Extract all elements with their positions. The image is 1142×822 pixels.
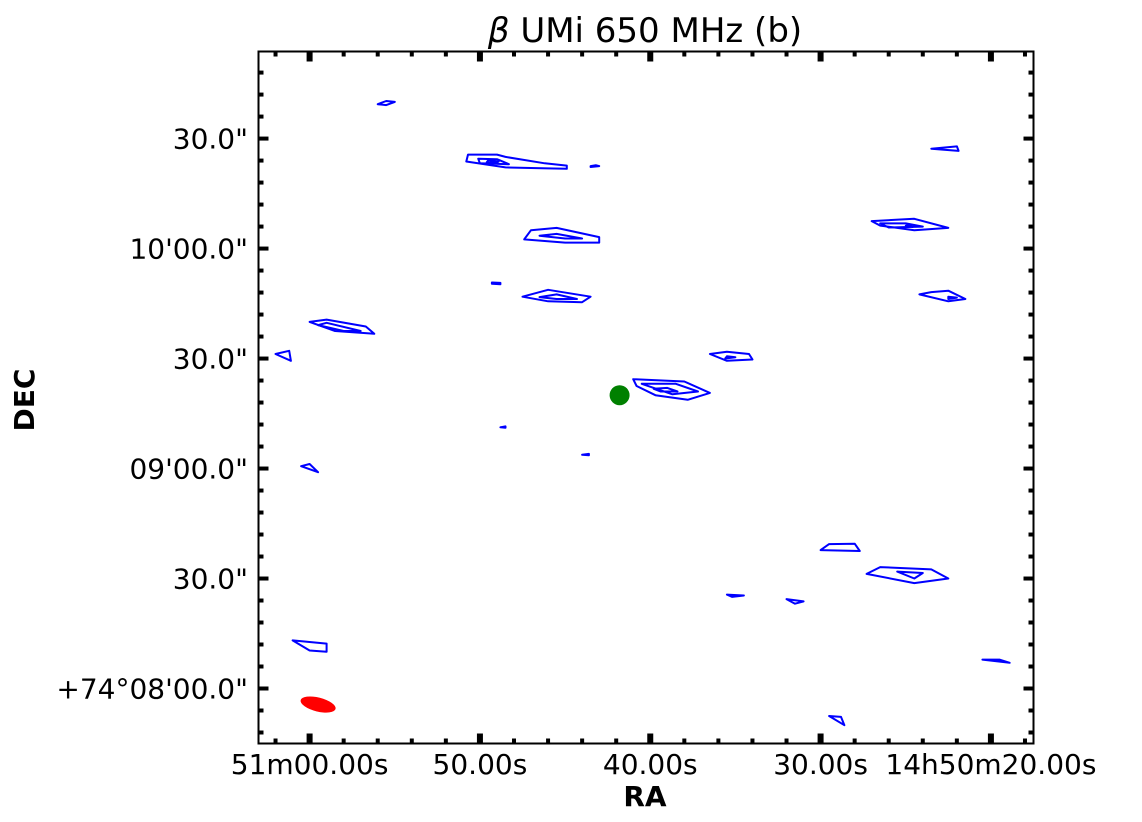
contour-21	[300, 463, 320, 474]
contour-34	[981, 658, 1011, 664]
contour-27	[947, 295, 958, 300]
contour-10	[538, 293, 578, 300]
y-tick-label: 30.0"	[173, 123, 248, 156]
contour-17	[708, 350, 754, 362]
y-axis-label: DEC	[8, 369, 41, 432]
contour-9	[521, 288, 592, 304]
contour-7	[538, 232, 584, 240]
source-marker	[609, 385, 630, 406]
contour-28	[819, 542, 861, 552]
contour-25	[930, 145, 960, 152]
y-tick-label: 09'00.0"	[129, 453, 248, 486]
y-tick-label: 30.0"	[173, 563, 248, 596]
contour-26	[918, 289, 967, 303]
y-tick-label: 30.0"	[173, 343, 248, 376]
contour-23	[879, 222, 924, 229]
contour-2	[465, 153, 568, 170]
x-tick-label: 14h50m20.00s	[885, 748, 1096, 781]
tick-layer	[258, 51, 1034, 744]
contour-6	[523, 226, 601, 244]
contour-11	[308, 318, 376, 335]
tick-label-layer: 51m00.00s 50.00s 40.00s 30.00s 14h50m20.00s +…	[56, 123, 1096, 781]
contour-14	[632, 378, 711, 401]
contour-18	[724, 355, 737, 360]
contour-layer	[274, 100, 1011, 727]
contour-31	[725, 593, 745, 598]
x-tick-label: 40.00s	[603, 748, 698, 781]
contour-8	[490, 281, 502, 286]
chart-title: β UMi 650 MHz (b)	[487, 11, 802, 51]
plot-frame	[257, 50, 1035, 745]
title-text: UMi 650 MHz (b)	[510, 11, 803, 51]
y-tick-label: 10'00.0"	[129, 233, 248, 266]
contour-24	[904, 224, 914, 228]
contour-3	[477, 157, 510, 166]
contour-33	[291, 639, 328, 653]
contour-4	[485, 159, 500, 164]
contour-30	[896, 570, 924, 580]
contour-16	[652, 386, 679, 393]
title-symbol: β	[487, 11, 510, 51]
contour-20	[581, 452, 590, 457]
beam-ellipse	[300, 696, 336, 713]
contour-22	[870, 217, 950, 232]
x-tick-label: 50.00s	[433, 748, 528, 781]
contour-29	[865, 566, 950, 585]
contour-1	[376, 100, 396, 107]
contour-5	[589, 164, 601, 168]
contour-12	[317, 321, 362, 332]
contour-19	[499, 425, 507, 429]
contour-32	[785, 598, 805, 605]
x-axis-label: RA	[623, 780, 667, 813]
contour-35	[828, 715, 846, 727]
x-tick-label: 51m00.00s	[231, 748, 389, 781]
contour-13	[274, 349, 292, 362]
marker-layer	[300, 385, 630, 713]
x-tick-label: 30.00s	[773, 748, 868, 781]
y-tick-label: +74°08'00.0"	[56, 673, 248, 706]
